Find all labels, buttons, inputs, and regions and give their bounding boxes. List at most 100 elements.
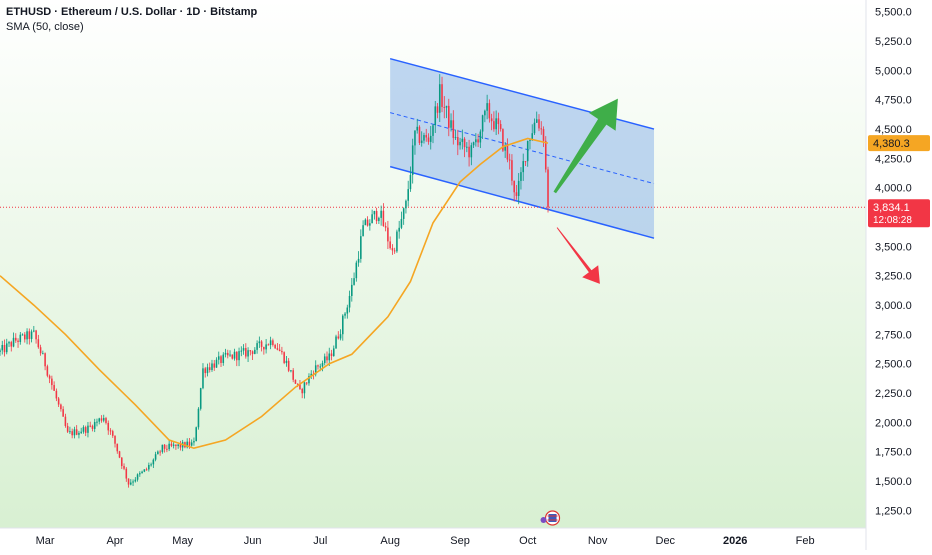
y-tick-label: 3,500.0 xyxy=(875,241,912,253)
candle-body xyxy=(145,469,148,471)
candle-body xyxy=(339,334,342,339)
event-flag-canton xyxy=(548,514,557,522)
candle-body xyxy=(522,161,524,173)
candle-body xyxy=(274,344,276,349)
candle-body xyxy=(188,441,191,446)
candle-body xyxy=(202,368,204,389)
candle-body xyxy=(166,448,168,450)
candle-body xyxy=(55,390,58,399)
candle-body xyxy=(154,454,157,460)
candle-body xyxy=(544,140,547,170)
candle-body xyxy=(46,366,49,376)
y-tick-label: 1,750.0 xyxy=(875,447,912,459)
candle-body xyxy=(285,360,288,363)
price-axis-background xyxy=(866,0,932,550)
candle-body xyxy=(524,161,527,163)
y-tick-label: 1,250.0 xyxy=(875,505,912,517)
candle-body xyxy=(326,356,328,361)
candle-body xyxy=(242,348,245,351)
candle-body xyxy=(44,353,46,367)
candle-body xyxy=(378,217,380,222)
candle-body xyxy=(28,331,31,339)
candle-body xyxy=(247,350,249,357)
candle-body xyxy=(542,129,545,141)
y-tick-label: 5,250.0 xyxy=(875,36,912,48)
y-tick-label: 3,000.0 xyxy=(875,300,912,312)
candle-body xyxy=(222,354,225,363)
chart-title[interactable]: ETHUSD · Ethereum / U.S. Dollar · 1D · B… xyxy=(6,6,258,18)
candle-body xyxy=(508,159,511,161)
candle-body xyxy=(332,348,335,357)
candle-body xyxy=(283,352,285,363)
candle-body xyxy=(463,138,466,148)
candle-body xyxy=(170,443,173,446)
candle-body xyxy=(199,388,202,409)
sma-price-label: 4,380.3 xyxy=(873,138,910,150)
x-tick-label: 2026 xyxy=(723,535,747,547)
candle-body xyxy=(125,468,128,479)
candle-body xyxy=(290,370,292,372)
candle-body xyxy=(80,431,82,433)
candle-body xyxy=(254,349,256,354)
candle-body xyxy=(24,334,26,340)
candle-body xyxy=(105,418,107,423)
candle-body xyxy=(116,443,119,452)
candle-body xyxy=(168,443,170,450)
candle-body xyxy=(26,331,28,340)
candle-body xyxy=(33,330,35,332)
candle-body xyxy=(238,351,240,361)
candle-body xyxy=(256,343,258,350)
candle-body xyxy=(445,105,448,108)
countdown-label: 12:08:28 xyxy=(873,215,912,226)
candle-body xyxy=(490,118,493,122)
candle-body xyxy=(272,340,274,345)
candle-body xyxy=(150,464,152,466)
x-tick-label: Nov xyxy=(588,535,608,547)
y-tick-label: 3,250.0 xyxy=(875,271,912,283)
candle-body xyxy=(292,370,294,380)
x-tick-label: Sep xyxy=(450,535,470,547)
candle-body xyxy=(159,451,161,453)
channel-mid-line xyxy=(390,112,655,185)
candle-body xyxy=(414,130,416,146)
candle-body xyxy=(466,146,468,148)
candle-body xyxy=(411,145,414,175)
candle-body xyxy=(353,278,355,285)
candle-body xyxy=(118,451,121,458)
candle-body xyxy=(127,478,130,485)
candle-body xyxy=(204,368,207,374)
candle-body xyxy=(14,337,17,341)
candle-body xyxy=(371,214,373,224)
candle-body xyxy=(416,126,419,131)
candle-body xyxy=(515,192,518,196)
candle-body xyxy=(400,218,403,228)
x-tick-label: Jul xyxy=(313,535,327,547)
x-tick-label: Dec xyxy=(656,535,676,547)
candle-body xyxy=(215,359,218,368)
candle-body xyxy=(265,344,267,350)
indicator-label[interactable]: SMA (50, close) xyxy=(6,21,84,33)
candle-body xyxy=(447,105,450,128)
candle-body xyxy=(387,227,389,242)
candle-body xyxy=(323,356,326,364)
candle-body xyxy=(177,444,179,447)
candle-body xyxy=(299,384,301,390)
time-axis-background xyxy=(0,528,866,550)
candle-body xyxy=(100,418,103,421)
candle-body xyxy=(163,444,166,449)
candle-body xyxy=(531,133,534,140)
candle-body xyxy=(141,471,143,474)
candle-body xyxy=(511,160,513,181)
candle-body xyxy=(434,106,437,126)
y-tick-label: 4,500.0 xyxy=(875,124,912,136)
candle-body xyxy=(93,422,96,429)
x-tick-label: Mar xyxy=(36,535,55,547)
candle-body xyxy=(148,464,150,470)
candle-body xyxy=(217,356,220,360)
candle-body xyxy=(195,427,197,442)
last-price-label: 3,834.1 xyxy=(873,202,910,214)
candle-body xyxy=(42,353,44,355)
candle-body xyxy=(384,226,387,228)
